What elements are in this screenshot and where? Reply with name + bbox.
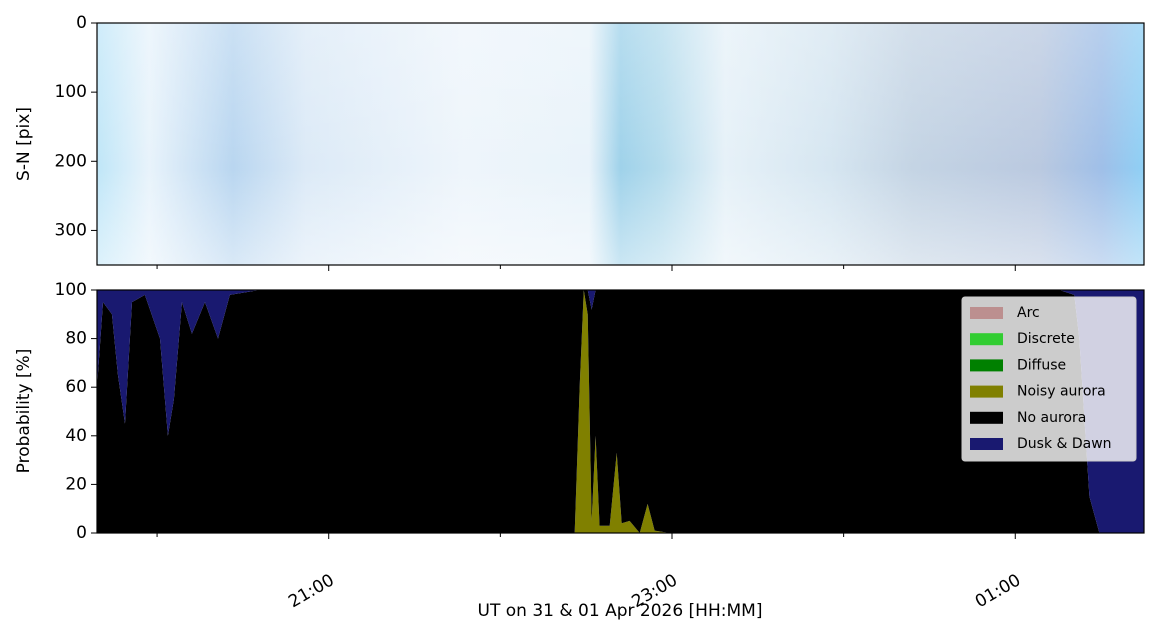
plot-area <box>97 290 1144 533</box>
y-tick-label: 0 <box>76 13 87 33</box>
legend-swatch <box>970 307 1003 319</box>
legend-swatch <box>970 359 1003 372</box>
area <box>97 290 1144 533</box>
y-tick-label: 80 <box>65 329 87 349</box>
legend: Arc Discrete Diffuse Noisy aurora No aurora D… <box>961 296 1137 462</box>
legend-swatch <box>970 333 1003 346</box>
y-axis-label: S-N [pix] <box>14 107 34 181</box>
legend-label: Dusk & Dawn <box>1017 436 1112 452</box>
y-tick-label: 60 <box>65 377 87 397</box>
y-tick-label: 300 <box>55 220 87 240</box>
legend-swatch <box>970 411 1003 424</box>
y-tick-label: 20 <box>65 474 87 494</box>
legend-swatch <box>970 385 1003 398</box>
y-tick-label: 200 <box>55 151 87 171</box>
legend-label: Noisy aurora <box>1017 384 1106 400</box>
x-tick-label: 01:00 <box>972 570 1024 612</box>
legend-label: Diffuse <box>1017 357 1066 373</box>
x-axis-label: UT on 31 & 01 Apr 2026 [HH:MM] <box>478 601 763 621</box>
axes-frame <box>96 289 1145 534</box>
legend-label: Discrete <box>1017 331 1075 347</box>
y-tick-label: 100 <box>55 82 87 102</box>
y-axis-label: Probability [%] <box>14 349 34 474</box>
legend-label: Arc <box>1017 305 1040 321</box>
axes-frame <box>96 22 1145 266</box>
y-tick-label: 100 <box>55 280 87 300</box>
legend-frame <box>961 296 1137 462</box>
keogram-shade <box>97 23 1144 265</box>
y-tick-label: 40 <box>65 426 87 446</box>
x-tick-label: 21:00 <box>285 570 337 612</box>
y-tick-label: 0 <box>76 523 87 543</box>
legend-label: No aurora <box>1017 410 1086 426</box>
legend-swatch <box>970 438 1003 450</box>
